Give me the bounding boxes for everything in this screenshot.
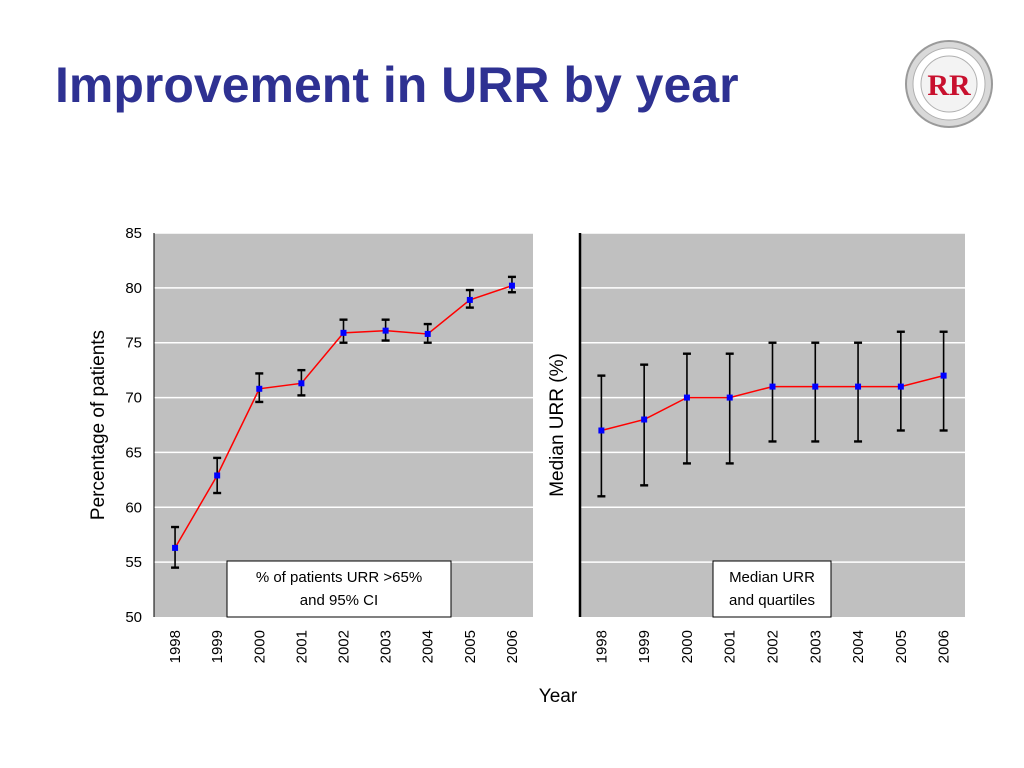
data-point xyxy=(683,394,690,401)
x-axis-title: Year xyxy=(539,686,578,707)
y-tick-label: 50 xyxy=(125,609,142,626)
slide-title: Improvement in URR by year xyxy=(55,57,739,113)
x-tick-label: 2000 xyxy=(679,630,696,663)
logo-inner-circle xyxy=(920,55,978,113)
y-axis-title: Median URR (%) xyxy=(547,353,568,497)
right-chart: 1998 1999 2000 2001 2002 2003 2004 2005 2006 Medi… xyxy=(547,232,965,663)
x-tick-label: 2006 xyxy=(936,630,953,663)
y-tick-label: 75 xyxy=(125,335,142,352)
y-axis-title: Percentage of patients xyxy=(88,330,109,520)
x-tick-label: 2002 xyxy=(765,630,782,663)
x-tick-label: 2003 xyxy=(807,630,824,663)
renal-registry-logo: RR xyxy=(905,40,993,128)
x-tick-label: 1998 xyxy=(167,630,184,663)
data-point xyxy=(466,296,473,303)
data-point xyxy=(940,372,947,379)
data-point xyxy=(508,282,515,289)
x-tick-label: 1999 xyxy=(209,630,226,663)
x-tick-label: 2005 xyxy=(893,630,910,663)
data-point xyxy=(424,330,431,337)
x-tick-label: 2001 xyxy=(293,630,310,663)
x-tick-label: 2006 xyxy=(504,630,521,663)
plot-area xyxy=(154,233,533,617)
data-point xyxy=(812,383,819,390)
y-tick-label: 65 xyxy=(125,444,142,461)
data-point xyxy=(172,544,179,551)
y-tick-label: 60 xyxy=(125,499,142,516)
x-tick-label: 1999 xyxy=(636,630,653,663)
x-tick-label: 2004 xyxy=(420,630,437,663)
x-tick-label: 2001 xyxy=(722,630,739,663)
y-tick-label: 85 xyxy=(125,225,142,242)
legend-box xyxy=(226,560,452,618)
data-point xyxy=(855,383,862,390)
legend-text: Median URR xyxy=(729,569,815,586)
x-tick-label: 1998 xyxy=(593,630,610,663)
data-point xyxy=(769,383,776,390)
y-tick-label: 80 xyxy=(125,280,142,297)
legend-text: and 95% CI xyxy=(300,592,378,609)
x-tick-label: 2005 xyxy=(462,630,479,663)
left-chart: 50 55 60 65 70 75 80 85 1998 1999 2000 2001 2002 2003… xyxy=(88,225,533,663)
data-point xyxy=(897,383,904,390)
data-point xyxy=(256,385,263,392)
data-point xyxy=(641,416,648,423)
y-tick-label: 55 xyxy=(125,554,142,571)
data-point xyxy=(598,427,605,434)
data-point xyxy=(298,380,305,387)
data-point xyxy=(214,472,221,479)
data-point xyxy=(340,329,347,336)
data-point xyxy=(382,327,389,334)
x-tick-label: 2003 xyxy=(378,630,395,663)
legend-text: and quartiles xyxy=(729,592,815,609)
x-tick-label: 2000 xyxy=(251,630,268,663)
x-tick-label: 2004 xyxy=(850,630,867,663)
y-tick-label: 70 xyxy=(125,390,142,407)
logo-initials: RR xyxy=(927,69,971,102)
legend-box xyxy=(712,560,832,618)
data-point xyxy=(726,394,733,401)
x-tick-label: 2002 xyxy=(336,630,353,663)
legend-text: % of patients URR >65% xyxy=(256,569,422,586)
